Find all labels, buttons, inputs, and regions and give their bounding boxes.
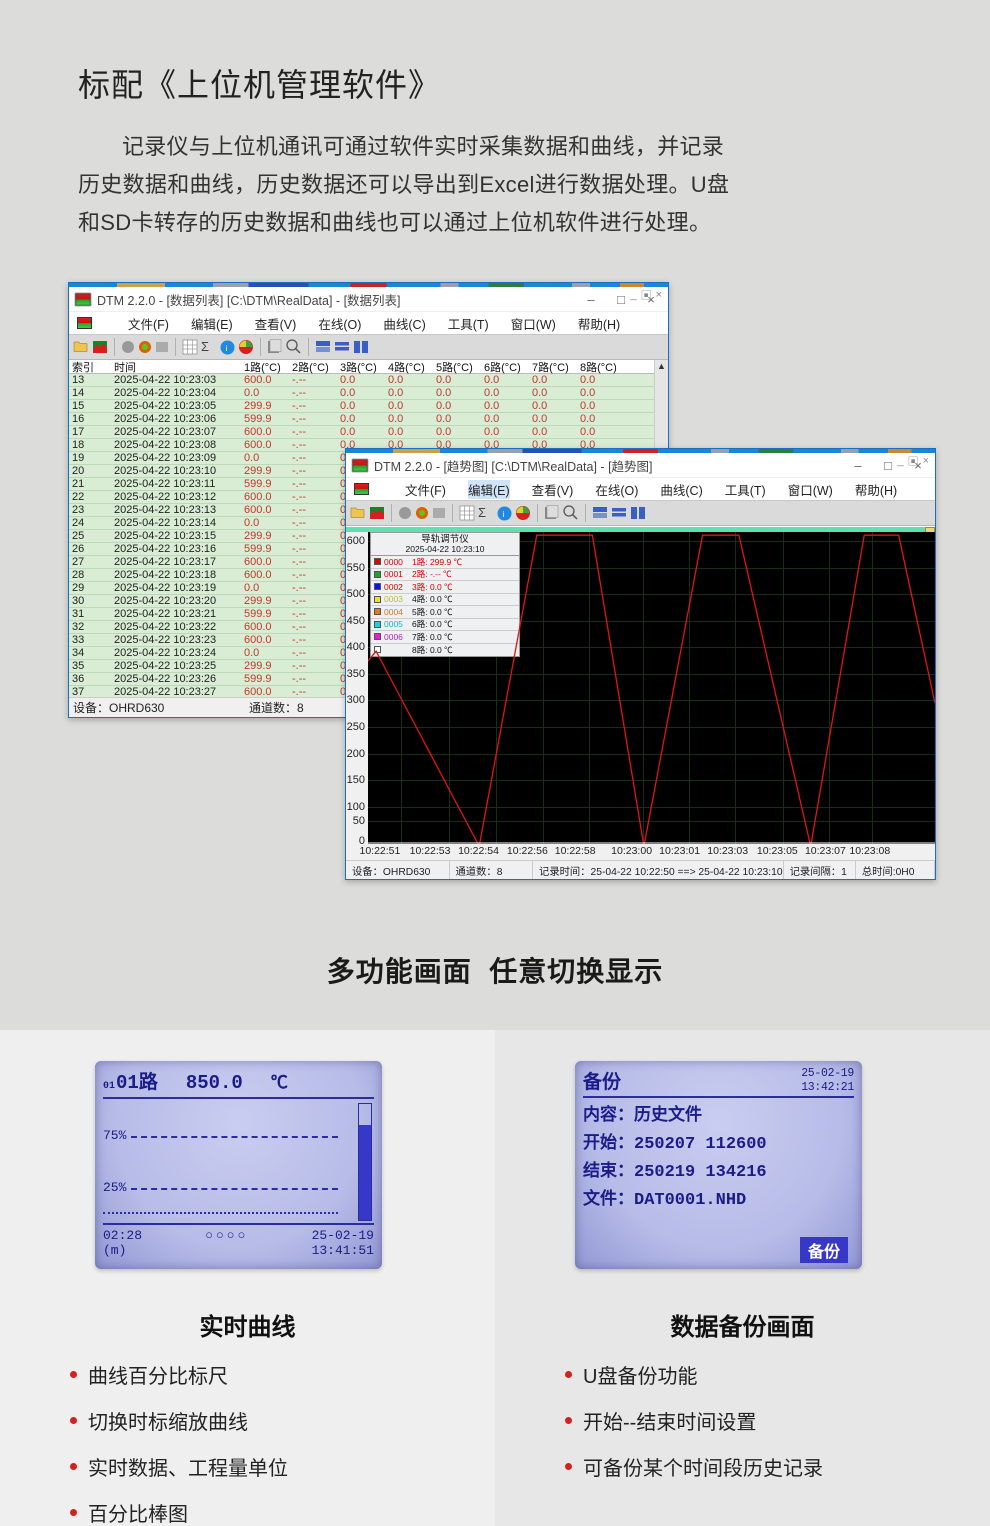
- svg-text:i: i: [503, 510, 505, 519]
- svg-text:i: i: [226, 344, 228, 353]
- svg-text:Σ: Σ: [201, 339, 209, 354]
- svg-text:Σ: Σ: [478, 505, 486, 520]
